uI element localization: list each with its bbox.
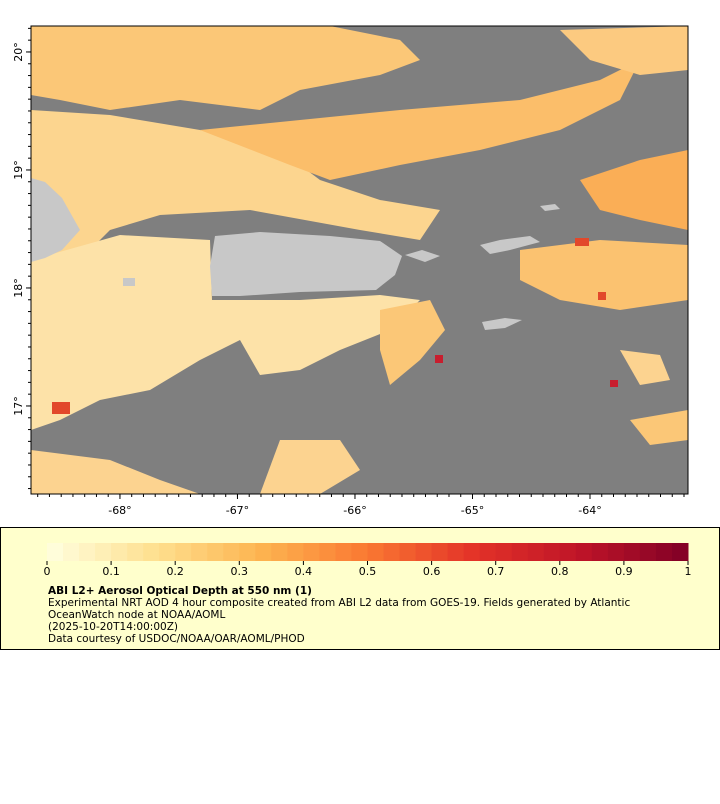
lat-tick-label: 17°: [12, 396, 25, 416]
colorbar-bin: [239, 543, 256, 561]
lat-tick-label: 19°: [12, 160, 25, 180]
colorbar-bin: [79, 543, 96, 561]
colorbar-bin: [479, 543, 497, 561]
colorbar: 0 0.1 0.2 0.3 0.4 0.5 0.6 0.7 0.8 0.9 1: [44, 543, 692, 578]
colorbar-bin: [111, 543, 128, 561]
colorbar-bin: [287, 543, 304, 561]
colorbar-bin: [623, 543, 641, 561]
colorbar-bin: [415, 543, 433, 561]
colorbar-bin: [143, 543, 160, 561]
colorbar-bin: [255, 543, 272, 561]
colorbar-bin: [575, 543, 593, 561]
colorbar-bin: [463, 543, 481, 561]
colorbar-tick-label: 0.7: [487, 565, 505, 578]
colorbar-bin: [207, 543, 224, 561]
colorbar-bin: [335, 543, 352, 561]
caption-title: ABI L2+ Aerosol Optical Depth at 550 nm …: [48, 585, 312, 597]
colorbar-bin: [671, 543, 689, 561]
colorbar-tick-label: 0.2: [166, 565, 184, 578]
colorbar-tick-label: 0: [44, 565, 51, 578]
colorbar-bin: [127, 543, 144, 561]
lat-tick-label: 20°: [12, 42, 25, 62]
lon-tick-label: -64°: [578, 504, 601, 517]
colorbar-bin: [495, 543, 513, 561]
colorbar-bin: [271, 543, 288, 561]
colorbar-tick-label: 0.5: [359, 565, 377, 578]
colorbar-bin: [191, 543, 208, 561]
colorbar-bin: [175, 543, 192, 561]
colorbar-bin: [319, 543, 336, 561]
map-frame: [30, 25, 689, 495]
colorbar-bin: [511, 543, 529, 561]
colorbar-bin: [47, 543, 64, 561]
colorbar-bin: [607, 543, 625, 561]
map-image: [31, 26, 688, 494]
caption-line: OceanWatch node at NOAA/AOML: [48, 609, 225, 621]
colorbar-bin: [543, 543, 561, 561]
colorbar-bin: [63, 543, 80, 561]
colorbar-bin: [559, 543, 577, 561]
lon-tick-label: -65°: [461, 504, 484, 517]
lon-tick-label: -67°: [226, 504, 249, 517]
colorbar-bin: [399, 543, 417, 561]
colorbar-tick-label: 0.9: [615, 565, 633, 578]
lon-tick-label: -66°: [343, 504, 366, 517]
colorbar-bin: [447, 543, 465, 561]
colorbar-tick-label: 1: [685, 565, 692, 578]
colorbar-bin: [95, 543, 112, 561]
colorbar-bin: [223, 543, 240, 561]
caption-line: Data courtesy of USDOC/NOAA/OAR/AOML/PHO…: [48, 633, 305, 645]
colorbar-bin: [303, 543, 320, 561]
caption-line: Experimental NRT AOD 4 hour composite cr…: [48, 597, 630, 609]
colorbar-bin: [655, 543, 673, 561]
colorbar-bin: [159, 543, 176, 561]
caption-line: (2025-10-20T14:00:00Z): [48, 621, 178, 633]
colorbar-tick-label: 0.4: [295, 565, 313, 578]
colorbar-bin: [383, 543, 401, 561]
colorbar-bin: [367, 543, 385, 561]
colorbar-tick-label: 0.3: [231, 565, 249, 578]
colorbar-bin: [591, 543, 609, 561]
colorbar-bin: [351, 543, 368, 561]
colorbar-bin: [431, 543, 449, 561]
lon-tick-label: -68°: [108, 504, 131, 517]
colorbar-tick-label: 0.8: [551, 565, 569, 578]
colorbar-tick-label: 0.1: [102, 565, 120, 578]
colorbar-bin: [527, 543, 545, 561]
colorbar-bin: [639, 543, 657, 561]
map-axes: -68° -67° -66° -65° -64° 20° 19° 18° 17°: [12, 27, 685, 517]
lat-tick-label: 18°: [12, 278, 25, 298]
colorbar-tick-label: 0.6: [423, 565, 441, 578]
